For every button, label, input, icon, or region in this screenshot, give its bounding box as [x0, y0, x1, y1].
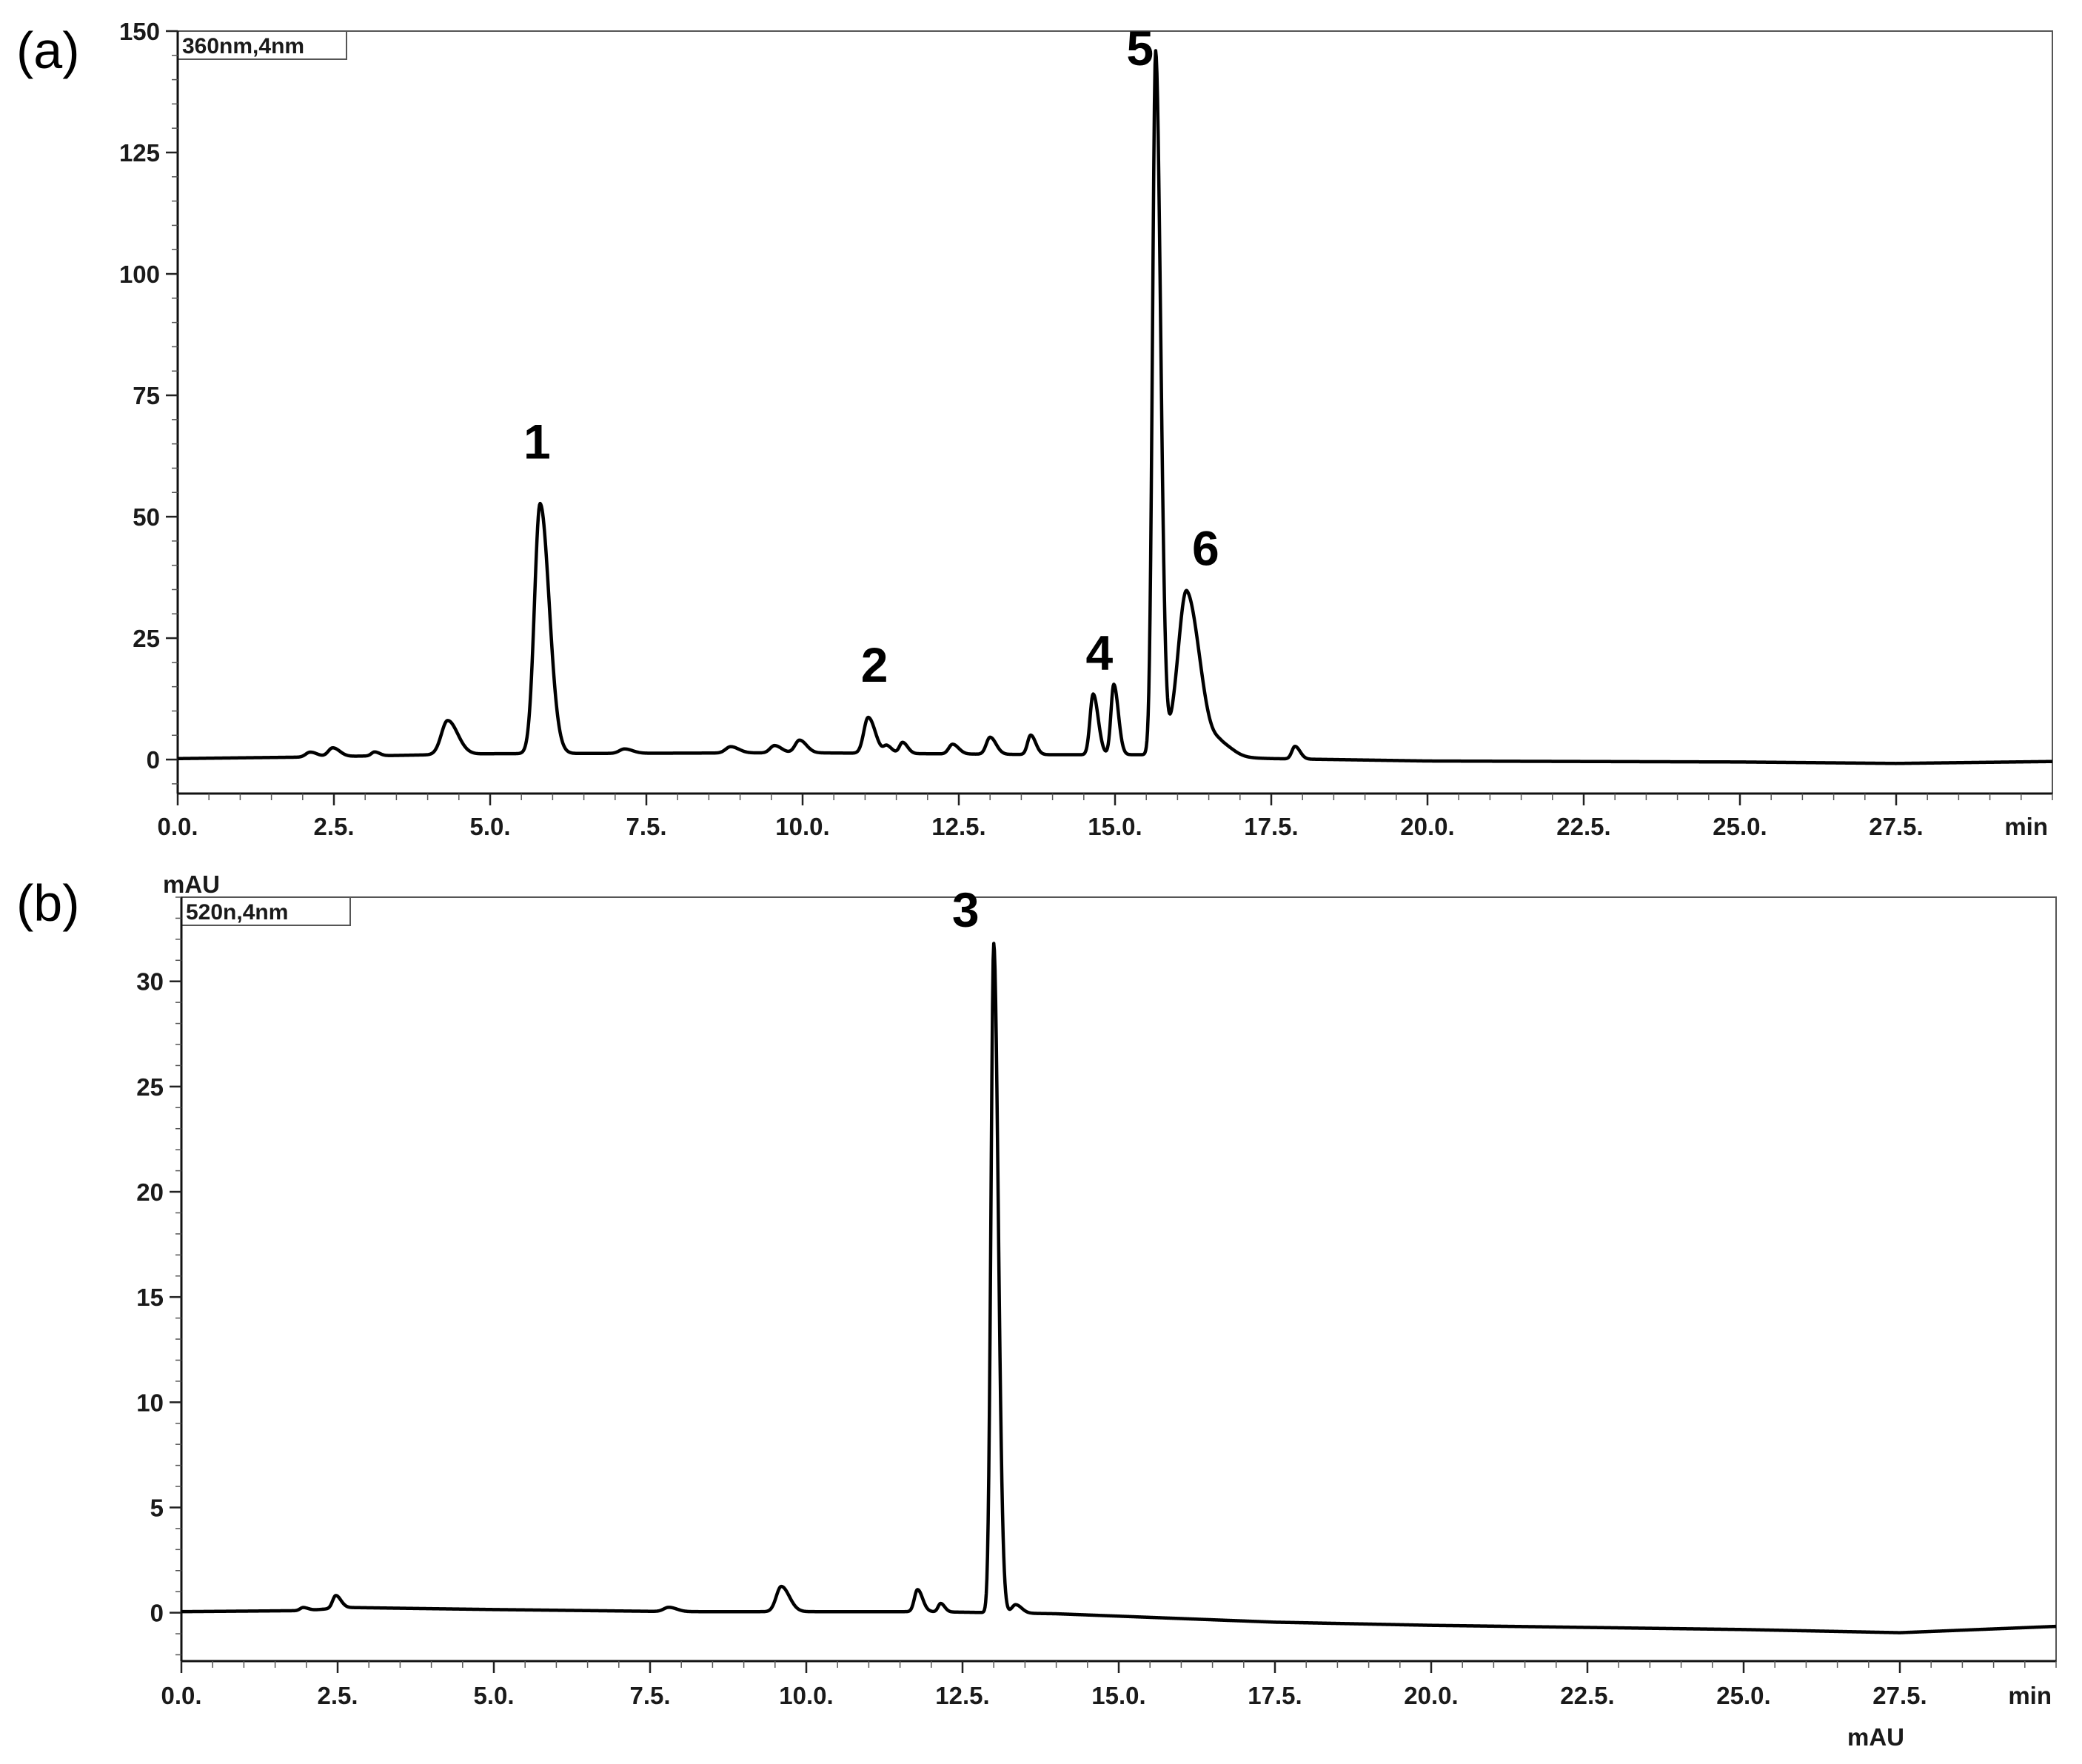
peak-number-label: 1 — [523, 414, 551, 469]
y-tick-label: 25 — [133, 625, 160, 652]
x-tick-label: 22.5. — [1556, 813, 1610, 840]
x-tick-label: 27.5. — [1872, 1682, 1927, 1709]
x-tick-label: 22.5. — [1560, 1682, 1614, 1709]
x-tick-label: 15.0. — [1091, 1682, 1145, 1709]
y-tick-label: 0 — [150, 1600, 164, 1627]
panel-b-y-unit-label: mAU — [163, 871, 220, 898]
y-tick-label: 15 — [136, 1284, 164, 1311]
x-tick-label: 7.5. — [626, 813, 666, 840]
y-tick-label: 150 — [119, 18, 160, 45]
panel-b-channel-label: 520n,4nm — [186, 900, 288, 925]
panel-b-y-axis: 30 25 20 15 10 5 0 — [136, 896, 183, 1661]
x-tick-label: 15.0. — [1088, 813, 1142, 840]
panel-b-peak-labels: 3 — [952, 882, 980, 937]
panel-b-plot-frame — [181, 896, 2057, 1662]
x-tick-label: 0.0. — [161, 1682, 201, 1709]
peak-number-label: 3 — [952, 882, 980, 937]
panel-b-x-axis: 0.0. 2.5. 5.0. 7.5. 10.0. 12.5. 15.0. 17.5. 20.0… — [161, 1660, 2057, 1709]
y-tick-label: 125 — [119, 139, 160, 167]
x-tick-label: 12.5. — [931, 813, 985, 840]
x-tick-label: 10.0. — [779, 1682, 833, 1709]
panel-b-letter: (b) — [16, 874, 80, 932]
peak-number-label: 2 — [861, 637, 888, 692]
y-tick-label: 100 — [119, 261, 160, 288]
y-tick-label: 75 — [133, 382, 160, 409]
x-tick-label: 2.5. — [313, 813, 354, 840]
x-tick-label: 25.0. — [1716, 1682, 1770, 1709]
x-tick-label: 12.5. — [935, 1682, 989, 1709]
x-tick-label: 20.0. — [1404, 1682, 1458, 1709]
panel-a-chromatogram-trace — [176, 49, 2054, 765]
panel-a-x-unit-label: min — [2004, 813, 2048, 840]
panel-a-x-axis: 0.0. 2.5. 5.0. 7.5. 10.0. 12.5. 15.0. 17.5. 20.0… — [157, 792, 2053, 840]
peak-number-label: 6 — [1192, 521, 1219, 576]
panel-a-channel-label: 360nm,4nm — [182, 34, 304, 58]
x-tick-label: 2.5. — [317, 1682, 358, 1709]
y-tick-label: 10 — [136, 1389, 164, 1416]
panel-a-y-axis: 150 125 100 75 50 25 0 — [119, 18, 179, 794]
x-tick-label: 7.5. — [629, 1682, 670, 1709]
x-tick-label: 0.0. — [157, 813, 198, 840]
panel-a-plot-frame — [177, 30, 2053, 794]
peak-number-label: 4 — [1086, 626, 1114, 680]
peak-number-label: 5 — [1126, 21, 1154, 76]
y-tick-label: 25 — [136, 1073, 164, 1101]
chromatogram-panel-b: (b) mAU 520n,4nm 30 25 20 15 10 5 0 0.0. 2.5. 5.… — [16, 871, 2058, 1709]
y-tick-label: 0 — [147, 746, 160, 774]
x-tick-label: 10.0. — [775, 813, 829, 840]
panel-b-x-unit-label: min — [2008, 1682, 2052, 1709]
panel-a-letter: (a) — [16, 21, 80, 79]
y-tick-label: 5 — [150, 1494, 164, 1521]
y-tick-label: 20 — [136, 1178, 164, 1206]
panel-b-channel-box — [181, 896, 351, 926]
x-tick-label: 25.0. — [1713, 813, 1767, 840]
x-tick-label: 5.0. — [473, 1682, 514, 1709]
x-tick-label: 17.5. — [1244, 813, 1298, 840]
x-tick-label: 20.0. — [1400, 813, 1454, 840]
y-tick-label: 50 — [133, 503, 160, 531]
x-tick-label: 27.5. — [1869, 813, 1923, 840]
x-tick-label: 5.0. — [469, 813, 510, 840]
y-tick-label: 30 — [136, 968, 164, 996]
x-tick-label: 17.5. — [1248, 1682, 1302, 1709]
panel-a-peak-labels: 1 2 4 5 6 — [523, 21, 1219, 692]
panel-b-chromatogram-trace — [180, 942, 2058, 1634]
footer-unit-label: mAU — [1847, 1723, 1904, 1751]
